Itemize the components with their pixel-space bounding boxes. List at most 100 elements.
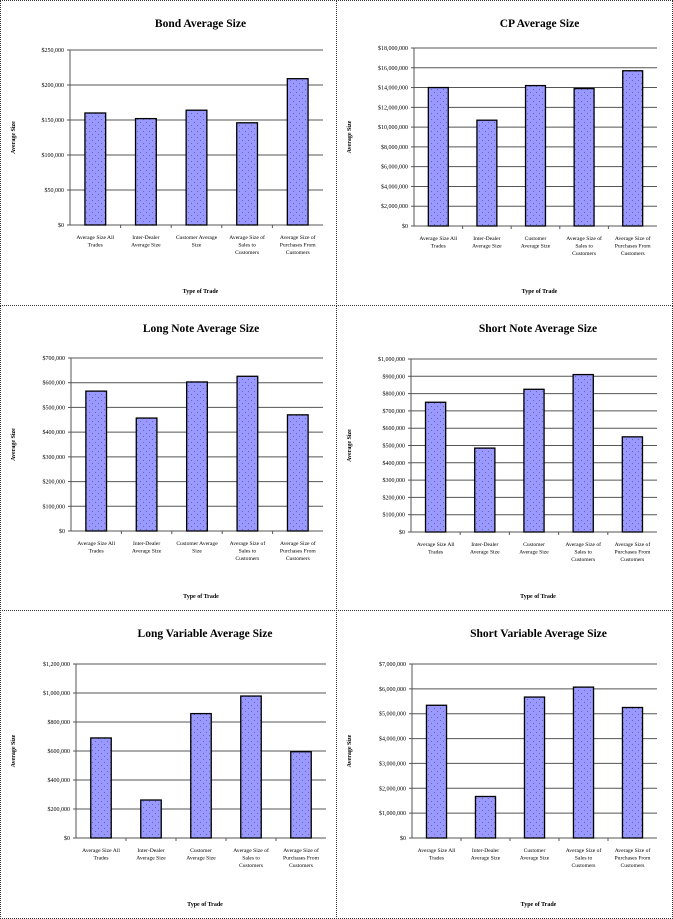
y-tick-label: $100,000	[42, 152, 65, 159]
y-tick-label: $300,000	[383, 477, 406, 484]
x-tick-label: Average Size All Trades	[418, 848, 456, 862]
y-tick-label: $2,000,000	[381, 203, 408, 210]
x-axis-label: Type of Trade	[520, 594, 556, 600]
bar	[236, 122, 259, 226]
x-tick-label: Average Size of Sales to Customers	[566, 235, 602, 257]
y-tick-label: $900,000	[383, 373, 406, 380]
y-tick-label: $400,000	[43, 429, 66, 436]
bar	[236, 375, 259, 532]
bar	[572, 686, 595, 839]
y-tick-label: $1,000,000	[43, 690, 70, 697]
chart-title: Short Note Average Size	[479, 323, 597, 335]
y-tick-label: $10,000,000	[378, 124, 408, 131]
bar	[135, 417, 158, 532]
y-tick-label: $0	[399, 529, 405, 536]
bar	[621, 436, 644, 533]
x-tick-label: Inter-Dealer Average Size	[132, 541, 162, 555]
chart-title: Bond Average Size	[155, 18, 246, 30]
y-tick-label: $300,000	[43, 454, 66, 461]
bar	[621, 706, 644, 839]
bar	[190, 712, 212, 839]
y-tick-label: $600,000	[43, 380, 66, 387]
chart-panel-short-note: Short Note Average Size $0 $100,000 $200,00…	[336, 305, 673, 611]
bar	[290, 751, 312, 839]
x-tick-label: Customer Average Size	[186, 848, 216, 862]
y-tick-label: $700,000	[383, 408, 406, 415]
bar	[427, 86, 449, 227]
y-tick-label: $1,000,000	[379, 810, 406, 817]
y-tick-label: $150,000	[42, 117, 65, 124]
x-axis-label: Type of Trade	[521, 902, 557, 908]
y-tick-label: $0	[59, 528, 65, 535]
chart-short-variable: Short Variable Average Size $0 $1,000,000 $…	[347, 628, 657, 908]
y-tick-label: $6,000,000	[381, 164, 408, 171]
chart-panel-bond: Bond Average Size $0 $50,000 $100,000 $150,0…	[0, 0, 337, 306]
bar	[90, 737, 112, 839]
y-tick-label: $1,000,000	[378, 356, 405, 363]
x-axis-label: Type of Trade	[183, 594, 219, 600]
chart-title: Long Note Average Size	[143, 323, 259, 335]
y-tick-label: $0	[64, 835, 70, 842]
bar	[622, 70, 644, 227]
y-tick-label: $4,000,000	[381, 183, 408, 190]
chart-long-variable: Long Variable Average Size $0 $200,000 $400…	[11, 628, 326, 908]
y-axis-label: Average Size	[347, 429, 353, 462]
bar	[523, 388, 545, 533]
y-tick-label: $0	[58, 222, 64, 229]
bar	[523, 696, 546, 839]
y-tick-label: $18,000,000	[378, 45, 408, 52]
y-tick-label: $400,000	[48, 777, 71, 784]
chart-panel-cp: CP Average Size $0 $2,000,000 $4,000,000 $6,…	[336, 0, 673, 306]
y-tick-label: $400,000	[383, 460, 406, 467]
bar	[240, 695, 262, 839]
x-tick-label: Average Size All Trades	[76, 235, 114, 249]
x-tick-label: Average Size of Sales to Customers	[566, 847, 602, 869]
y-tick-label: $600,000	[383, 425, 406, 432]
y-tick-label: $12,000,000	[378, 104, 408, 111]
x-tick-label: Average Size All Trades	[77, 541, 115, 555]
bar	[85, 390, 108, 532]
y-tick-label: $200,000	[383, 494, 406, 501]
x-tick-label: Inter-Dealer Average Size	[470, 542, 500, 556]
bar	[286, 414, 309, 532]
bar	[572, 373, 594, 533]
x-tick-label: Average Size of Purchases From Customers	[280, 540, 317, 562]
x-axis-label: Type of Trade	[183, 289, 219, 295]
x-tick-label: Average Size of Purchases From Customers	[615, 235, 652, 257]
y-tick-label: $0	[400, 835, 406, 842]
x-tick-label: Average Size of Purchases From Customers	[614, 541, 651, 563]
chart-panel-long-variable: Long Variable Average Size $0 $200,000 $400…	[0, 610, 337, 919]
x-axis-label: Type of Trade	[522, 289, 558, 295]
y-tick-label: $2,000,000	[379, 785, 406, 792]
chart-cp: CP Average Size $0 $2,000,000 $4,000,000 $6,…	[347, 18, 657, 295]
bar	[186, 381, 208, 532]
y-tick-label: $16,000,000	[378, 65, 408, 72]
chart-panel-long-note: Long Note Average Size $0 $100,000 $200,000…	[0, 305, 337, 611]
chart-title: Long Variable Average Size	[138, 628, 273, 640]
y-tick-label: $250,000	[42, 47, 65, 54]
y-axis-label: Average Size	[11, 428, 17, 461]
y-tick-label: $700,000	[43, 355, 66, 362]
x-tick-label: Average Size of Sales to Customers	[565, 541, 601, 563]
x-tick-label: Average Size All Trades	[417, 542, 455, 556]
bar	[185, 109, 208, 226]
chart-title: Short Variable Average Size	[470, 628, 607, 640]
x-tick-label: Inter-Dealer Average Size	[131, 235, 161, 249]
chart-long-note: Long Note Average Size $0 $100,000 $200,000…	[11, 323, 323, 600]
y-tick-label: $8,000,000	[381, 144, 408, 151]
y-tick-label: $800,000	[383, 391, 406, 398]
y-tick-label: $800,000	[48, 719, 71, 726]
y-tick-label: $200,000	[43, 479, 66, 486]
y-tick-label: $600,000	[48, 748, 71, 755]
y-tick-label: $200,000	[48, 806, 71, 813]
y-axis-label: Average Size	[11, 121, 17, 154]
y-tick-label: $0	[402, 223, 408, 230]
chart-title: CP Average Size	[500, 18, 580, 30]
x-tick-label: Customer Average Size	[520, 848, 550, 862]
chart-short-note: Short Note Average Size $0 $100,000 $200,00…	[347, 323, 657, 600]
x-tick-label: Inter-Dealer Average Size	[136, 848, 166, 862]
x-tick-label: Average Size of Purchases From Customers	[283, 847, 320, 869]
y-tick-label: $50,000	[45, 187, 65, 194]
chart-bond: Bond Average Size $0 $50,000 $100,000 $150,0…	[11, 18, 323, 295]
